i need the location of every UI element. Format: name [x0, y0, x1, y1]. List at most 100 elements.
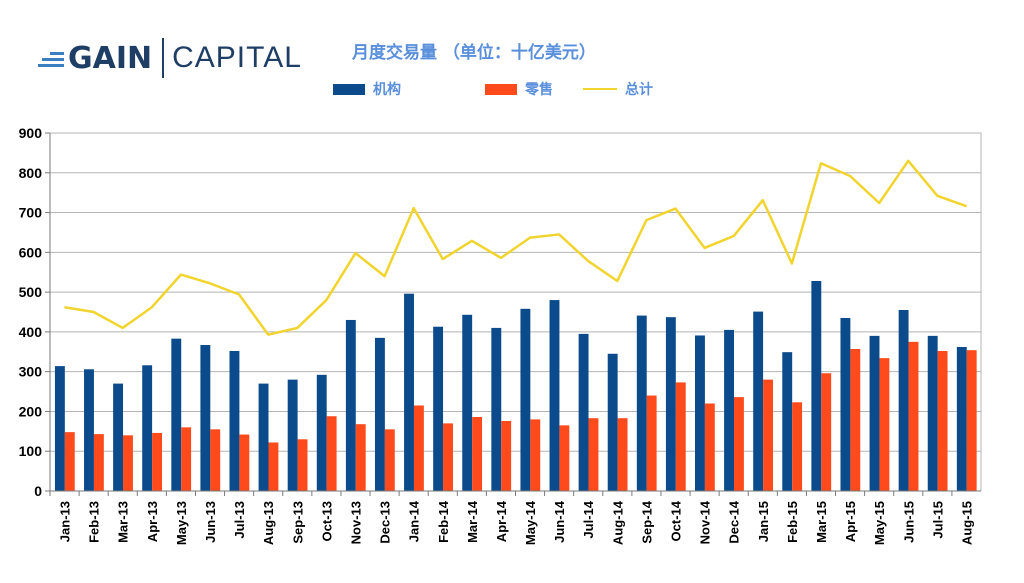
point-total	[587, 260, 589, 262]
x-tick-label: Aug-14	[610, 500, 625, 545]
bar-institutional	[84, 369, 94, 491]
point-total	[296, 327, 298, 329]
x-tick-label: Feb-14	[436, 500, 451, 543]
point-total	[471, 240, 473, 242]
bar-retail	[530, 419, 541, 491]
point-total	[733, 235, 735, 237]
x-tick-label: Jul-14	[581, 500, 596, 538]
y-tick-label: 800	[19, 165, 43, 181]
bar-institutional	[607, 353, 618, 491]
bar-retail	[355, 424, 366, 491]
bar-retail	[617, 418, 628, 491]
bar-retail	[64, 432, 75, 491]
y-tick-label: 900	[19, 125, 43, 141]
point-total	[93, 311, 95, 313]
bar-retail	[908, 341, 919, 491]
bar-retail	[763, 379, 773, 491]
x-tick-label: May-15	[872, 501, 887, 545]
x-tick-label: Jan-13	[58, 501, 73, 542]
point-total	[500, 257, 502, 259]
point-total	[965, 205, 967, 207]
legend-swatch-total	[583, 88, 617, 90]
gain-capital-logo: GAIN CAPITAL	[38, 36, 302, 80]
bar-institutional	[695, 335, 705, 491]
x-tick-label: Oct-14	[669, 500, 684, 541]
point-total	[849, 175, 851, 177]
point-total	[354, 252, 356, 254]
bar-retail	[384, 429, 395, 491]
bar-institutional	[724, 329, 734, 491]
bar-institutional	[258, 383, 269, 491]
x-tick-label: Mar-13	[116, 501, 131, 543]
bar-institutional	[229, 350, 240, 491]
bar-institutional	[287, 379, 298, 491]
x-tick-label: Jun-15	[901, 501, 916, 543]
point-total	[558, 233, 560, 235]
y-tick-label: 500	[19, 284, 43, 300]
bar-institutional	[491, 327, 502, 491]
bar-retail	[268, 442, 279, 491]
point-total	[704, 247, 706, 249]
bar-institutional	[927, 335, 938, 491]
x-tick-label: May-14	[523, 500, 538, 545]
x-tick-label: May-13	[174, 501, 189, 545]
x-tick-label: Jan-14	[407, 500, 422, 542]
point-total	[413, 207, 415, 209]
bar-institutional	[171, 338, 182, 491]
legend-label-retail: 零售	[525, 82, 553, 98]
point-total	[878, 202, 880, 204]
point-total	[122, 327, 124, 329]
x-tick-label: Dec-13	[378, 501, 393, 544]
y-tick-label: 400	[19, 324, 43, 340]
bar-retail	[966, 350, 977, 491]
bar-institutional	[840, 317, 851, 491]
bar-institutional	[665, 317, 676, 491]
bar-institutional	[374, 337, 385, 491]
bar-institutional	[578, 333, 589, 491]
bar-retail	[297, 439, 308, 491]
point-total	[180, 274, 182, 276]
x-tick-label: Feb-15	[785, 501, 800, 543]
bar-institutional	[142, 365, 153, 491]
bar-institutional	[811, 280, 822, 491]
x-tick-label: Oct-13	[319, 501, 334, 541]
bar-retail	[588, 418, 599, 491]
legend-item-total: 总计	[583, 79, 653, 99]
point-total	[675, 208, 677, 210]
x-tick-label: Mar-15	[814, 501, 829, 543]
bar-retail	[675, 382, 686, 491]
bar-retail	[326, 416, 337, 491]
x-tick-label: Apr-15	[843, 501, 858, 542]
bar-institutional	[404, 293, 414, 491]
point-total	[209, 282, 211, 284]
bar-institutional	[520, 308, 531, 491]
bar-retail	[646, 395, 657, 491]
point-total	[762, 199, 764, 201]
x-tick-label: Nov-14	[698, 500, 713, 544]
point-total	[384, 275, 386, 277]
legend-item-retail: 零售	[485, 79, 553, 99]
line-total	[64, 159, 967, 336]
bar-retail	[704, 403, 715, 491]
bar-institutional	[200, 345, 211, 491]
bar-retail	[152, 432, 163, 491]
bar-retail	[123, 435, 133, 491]
x-tick-label: Jul-15	[930, 501, 945, 539]
bar-institutional	[54, 366, 65, 491]
legend-swatch-institutional	[333, 83, 365, 95]
logo-divider	[162, 38, 165, 78]
bar-institutional	[956, 347, 967, 491]
point-total	[907, 160, 909, 162]
point-total	[529, 237, 531, 239]
bar-retail	[850, 348, 861, 491]
x-tick-label: Sep-13	[290, 501, 305, 544]
legend-swatch-retail	[485, 83, 517, 95]
bar-institutional	[753, 311, 764, 491]
bar-institutional	[782, 352, 793, 491]
bar-institutional	[462, 314, 473, 491]
bar-institutional	[345, 319, 356, 491]
bar-retail	[501, 420, 512, 491]
y-tick-label: 700	[19, 205, 43, 221]
y-tick-label: 300	[19, 364, 43, 380]
